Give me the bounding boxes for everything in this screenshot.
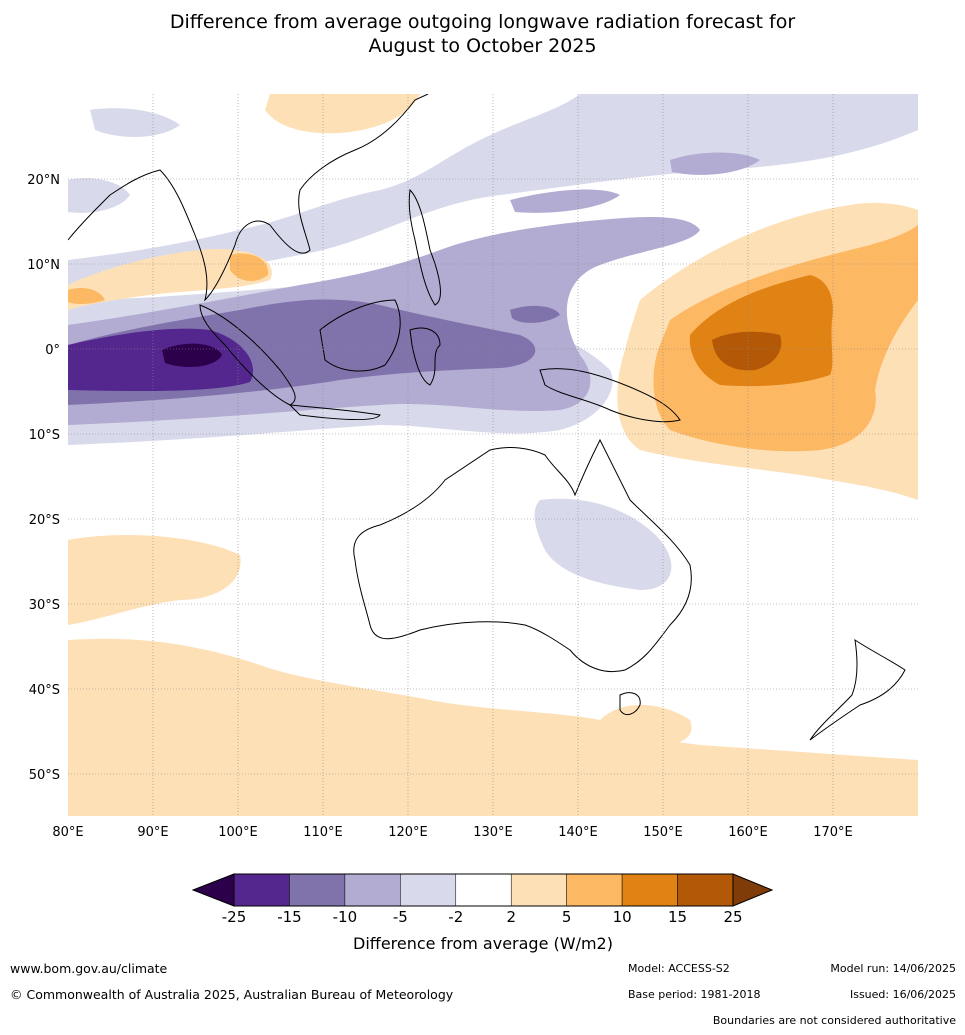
colorbar-cell xyxy=(344,873,401,907)
lon-tick-label: 120°E xyxy=(388,825,428,840)
lat-tick-label: 40°S xyxy=(29,683,60,698)
colorbar-cell xyxy=(566,873,623,907)
map-title: Difference from average outgoing longwav… xyxy=(0,10,965,58)
tasmania-outline xyxy=(619,692,641,716)
colorbar: -25 -15 -10 -5 -2 2 5 10 15 25 Difference from av… xyxy=(191,873,774,953)
lat-tick-label: 20°S xyxy=(29,513,60,528)
longitude-tick-labels: 80°E 90°E 100°E 110°E 120°E 130°E 140°E … xyxy=(52,825,852,840)
latitude-tick-labels: 20°N 10°N 0° 10°S 20°S 30°S 40°S 50°S xyxy=(27,173,60,783)
footer-base-period: Base period: 1981-2018 xyxy=(628,988,761,1001)
colorbar-tick-label: 25 xyxy=(723,908,742,926)
footer-website: www.bom.gov.au/climate xyxy=(10,961,168,976)
footer-disclaimer: Boundaries are not considered authoritat… xyxy=(712,1014,956,1027)
colorbar-cell xyxy=(400,873,457,907)
lon-tick-label: 90°E xyxy=(137,825,168,840)
colorbar-over-triangle xyxy=(732,873,774,907)
title-line-1: Difference from average outgoing longwav… xyxy=(169,11,796,33)
new-guinea-outline xyxy=(539,368,681,423)
borneo-outline xyxy=(319,299,401,372)
lon-tick-label: 140°E xyxy=(558,825,598,840)
footer-copyright: © Commonwealth of Australia 2025, Austra… xyxy=(10,987,454,1002)
colorbar-cells xyxy=(233,873,734,907)
lon-tick-label: 80°E xyxy=(52,825,83,840)
footer-model-run: Model run: 14/06/2025 xyxy=(830,962,956,975)
colorbar-under-triangle xyxy=(191,873,235,907)
colorbar-tick-labels: -25 -15 -10 -5 -2 2 5 10 15 25 xyxy=(222,908,743,926)
colorbar-tick-label: 2 xyxy=(506,908,516,926)
footer-issued: Issued: 16/06/2025 xyxy=(849,988,956,1001)
sulawesi-outline xyxy=(409,327,441,386)
colorbar-tick-label: -5 xyxy=(393,908,408,926)
lat-tick-label: 20°N xyxy=(27,173,60,188)
map-plot-area xyxy=(68,94,918,816)
lon-tick-label: 110°E xyxy=(303,825,343,840)
colorbar-tick-label: -15 xyxy=(277,908,302,926)
colorbar-cell xyxy=(455,873,512,907)
colorbar-cell xyxy=(677,873,734,907)
lon-tick-label: 170°E xyxy=(813,825,853,840)
colorbar-tick-label: 10 xyxy=(613,908,632,926)
asia-mainland-outline xyxy=(68,94,429,302)
colorbar-cell xyxy=(289,873,346,907)
anomaly-band-deep-purple xyxy=(68,328,254,392)
colorbar-cell xyxy=(233,873,290,907)
colorbar-tick-label: -25 xyxy=(222,908,247,926)
lat-tick-label: 50°S xyxy=(29,768,60,783)
colorbar-tick-label: 5 xyxy=(562,908,572,926)
map-gridlines xyxy=(68,94,918,816)
lon-tick-label: 160°E xyxy=(728,825,768,840)
title-line-2: August to October 2025 xyxy=(368,35,597,57)
java-outline xyxy=(288,404,381,420)
anomaly-band-under-min xyxy=(162,343,222,367)
coastlines xyxy=(68,94,906,741)
lat-tick-label: 30°S xyxy=(29,598,60,613)
philippines-outline xyxy=(408,188,441,306)
new-zealand-outline xyxy=(809,638,906,741)
colorbar-label: Difference from average (W/m2) xyxy=(353,934,613,953)
colorbar-cell xyxy=(510,873,567,907)
colorbar-cell xyxy=(621,873,678,907)
australia-outline xyxy=(353,438,692,673)
colorbar-tick-label: 15 xyxy=(668,908,687,926)
lon-tick-label: 100°E xyxy=(218,825,258,840)
lon-tick-label: 130°E xyxy=(473,825,513,840)
lat-tick-label: 0° xyxy=(45,343,60,358)
colorbar-frame xyxy=(233,873,734,907)
colorbar-tick-label: -10 xyxy=(333,908,358,926)
colorbar-tick-label: -2 xyxy=(448,908,463,926)
footer-model: Model: ACCESS-S2 xyxy=(628,962,730,975)
anomaly-band-deep-orange xyxy=(712,331,782,371)
lat-tick-label: 10°S xyxy=(29,428,60,443)
lat-tick-label: 10°N xyxy=(27,258,60,273)
lon-tick-label: 150°E xyxy=(643,825,683,840)
